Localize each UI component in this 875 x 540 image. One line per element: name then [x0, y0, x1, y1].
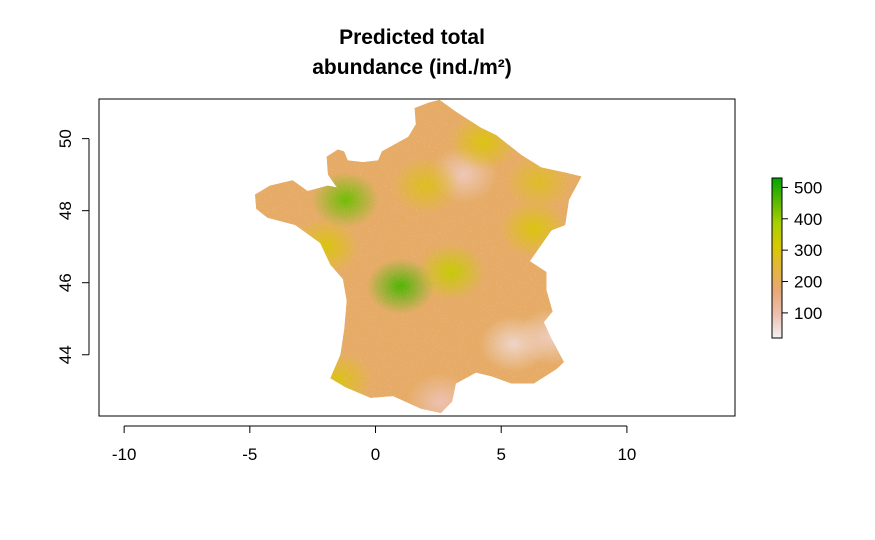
x-tick-label: -10 [112, 445, 137, 464]
y-tick-label: 46 [56, 273, 75, 292]
y-tick-label: 50 [56, 129, 75, 148]
x-tick-label: 5 [496, 445, 505, 464]
colorbar-tick-label: 300 [794, 241, 822, 260]
abundance-raster [254, 99, 582, 414]
colorbar-legend: 100 200 300 400 500 [771, 177, 822, 339]
x-tick-label: 10 [617, 445, 636, 464]
x-tick-label: 0 [371, 445, 380, 464]
colorbar-tick-label: 400 [794, 210, 822, 229]
chart-title-line2: abundance (ind./m²) [312, 56, 512, 79]
chart-title-line1: Predicted total [339, 26, 485, 49]
x-axis: -10 -5 0 5 10 [112, 425, 636, 464]
plot-frame [98, 98, 736, 417]
colorbar-tick-label: 200 [794, 273, 822, 292]
colorbar-tick-label: 500 [794, 178, 822, 197]
y-axis: 44 46 48 50 [56, 129, 90, 364]
y-tick-label: 48 [56, 201, 75, 220]
x-tick-label: -5 [242, 445, 257, 464]
raster-speckle [254, 99, 582, 414]
y-tick-label: 44 [56, 345, 75, 364]
colorbar-tick-label: 100 [794, 304, 822, 323]
colorbar-gradient [771, 177, 783, 339]
